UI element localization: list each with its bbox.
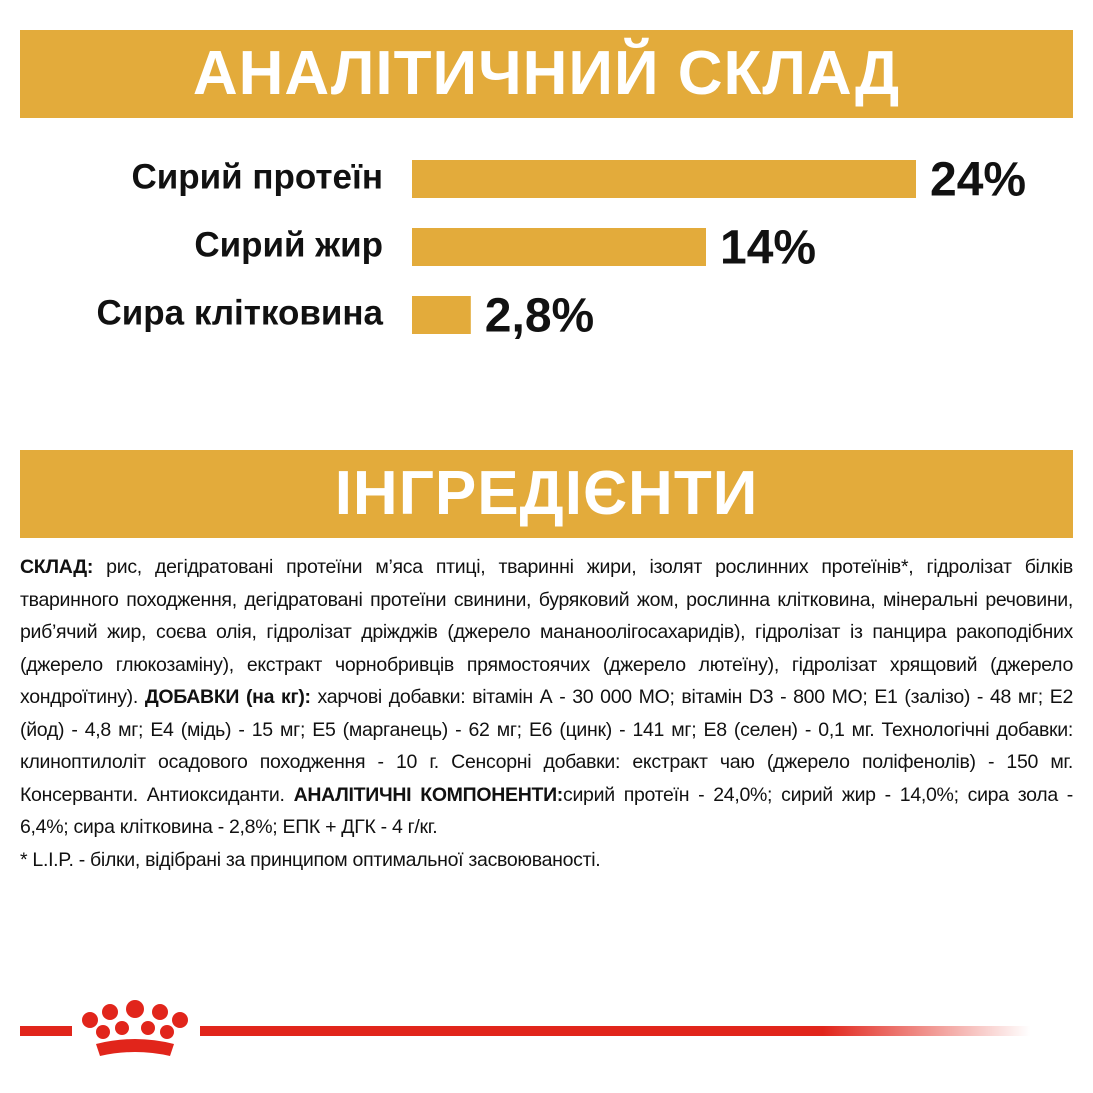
section-header: АНАЛІТИЧНИЙ СКЛАД bbox=[20, 30, 1073, 118]
paragraph: СКЛАД: рис, дегідратовані протеїни м’яса… bbox=[20, 551, 1073, 844]
text: сирий протеїн - 24,0%; сирий жир - 14,0%… bbox=[20, 783, 1073, 839]
bold-text: СКЛАД: bbox=[20, 556, 94, 578]
bar bbox=[412, 160, 916, 198]
bar bbox=[412, 296, 471, 334]
category-label: Сирий жир bbox=[194, 225, 383, 264]
red-line bbox=[20, 1026, 72, 1036]
chart: Сирий протеїн 24% Сирий жир 14% Сира клітков… bbox=[97, 154, 1027, 343]
bar bbox=[412, 228, 706, 266]
section-header: ІНГРЕДІЄНТИ bbox=[20, 450, 1073, 538]
bold-text: ДОБАВКИ (на кг): bbox=[144, 686, 311, 708]
value-label: 24% bbox=[930, 154, 1026, 207]
footnote: * L.I.P. - білки, відібрані за принципом… bbox=[20, 848, 601, 871]
logo bbox=[82, 1000, 188, 1056]
value-label: 2,8% bbox=[485, 290, 594, 343]
text: рис, дегідратовані протеїни м’яса птиці,… bbox=[20, 556, 1073, 708]
category-label: Сирий протеїн bbox=[131, 157, 383, 196]
bold-text: АНАЛІТИЧНІ КОМПОНЕНТИ: bbox=[293, 783, 564, 806]
ingredients-text: СКЛАД: рис, дегідратовані протеїни м’яса… bbox=[20, 551, 1073, 876]
footer bbox=[20, 1000, 1030, 1056]
text: харчові добавки: вітамін А - 30 000 МО; … bbox=[20, 686, 1073, 806]
category-label: Сира клітковина bbox=[97, 293, 384, 332]
value-label: 14% bbox=[720, 222, 816, 275]
red-line bbox=[200, 1026, 1030, 1036]
